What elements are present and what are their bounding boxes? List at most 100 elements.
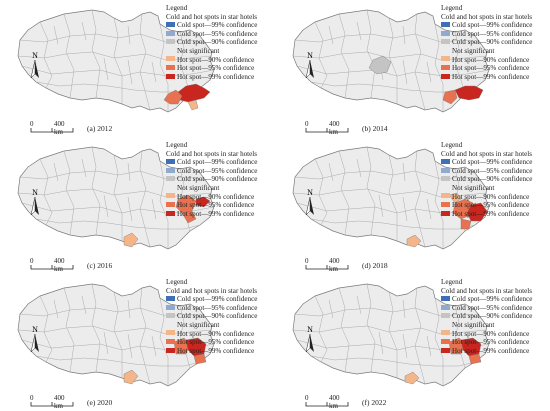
panel-caption: (f) 2022	[362, 398, 387, 407]
legend-item-hot-95: Hot spot—95% confidence	[441, 201, 532, 210]
hot-spot-95	[163, 89, 183, 105]
legend-swatch	[441, 202, 450, 208]
legend-swatch	[166, 313, 175, 319]
cold-spot-90	[368, 55, 392, 75]
legend-item-hot-90: Hot spot—90% confidence	[166, 193, 257, 202]
hot-spot-95b	[193, 353, 207, 365]
panel-caption: (a) 2012	[87, 124, 113, 133]
legend-item-hot-99: Hot spot—99% confidence	[166, 210, 257, 219]
legend-swatch	[441, 167, 450, 173]
legend-title: Cold and hot spots in star hotels	[441, 12, 533, 21]
scale-bar: 0 400 km	[30, 257, 74, 273]
legend-item-hot-99: Hot spot—99% confidence	[441, 73, 532, 82]
legend-swatch	[166, 30, 175, 36]
legend: Legend Cold and hot spots in star hotels…	[166, 278, 257, 355]
hot-spot-90b	[448, 192, 462, 204]
hot-spot-90	[123, 232, 139, 248]
hot-spot-99	[177, 83, 211, 103]
legend-item-cold-95: Cold spot—95% confidence	[441, 304, 532, 313]
legend: Legend Cold and hot spots in star hotels…	[441, 278, 532, 355]
legend-item-not-significant: Not significant	[441, 184, 532, 193]
legend-heading: Legend	[441, 4, 463, 12]
north-arrow-icon: N	[24, 324, 46, 358]
north-arrow-icon: N	[24, 187, 46, 221]
map-2022	[275, 274, 550, 411]
scale-bar: 0 400 km	[30, 394, 74, 410]
legend-swatch	[166, 322, 175, 327]
legend: Legend Cold and hot spots in star hotels…	[441, 4, 532, 81]
hot-spot-95b	[181, 210, 197, 224]
legend-swatch	[166, 56, 175, 62]
legend-swatch	[441, 304, 450, 310]
scale-zero: 0	[30, 257, 34, 265]
svg-text:N: N	[32, 51, 38, 60]
legend-item-hot-90: Hot spot—90% confidence	[441, 193, 532, 202]
legend-item-hot-95: Hot spot—95% confidence	[166, 64, 257, 73]
legend-item-not-significant: Not significant	[441, 47, 532, 56]
scale-zero: 0	[30, 394, 34, 402]
legend-item-cold-90: Cold spot—90% confidence	[166, 175, 257, 184]
legend-swatch	[166, 330, 175, 336]
legend-item-hot-99: Hot spot—99% confidence	[441, 210, 532, 219]
map-panel-2016: N 0 400 km (c) 2016 Legend Cold and hot …	[0, 137, 275, 274]
legend-swatch	[166, 202, 175, 208]
hot-spot-95b	[460, 218, 472, 230]
map-panel-2022: N 0 400 km (f) 2022 Legend Cold and hot …	[275, 274, 550, 411]
legend: Legend Cold and hot spots in star hotels…	[166, 4, 257, 81]
legend-swatch	[166, 185, 175, 190]
map-panel-2012: N 0 400 km (a) 2012 Legend Cold and hot …	[0, 0, 275, 137]
legend-swatch	[441, 176, 450, 182]
north-arrow-icon: N	[299, 187, 321, 221]
scale-bar: 0 400 km	[305, 120, 349, 136]
legend-item-not-significant: Not significant	[166, 47, 257, 56]
legend-swatch	[166, 339, 175, 345]
legend-item-cold-90: Cold spot—90% confidence	[441, 312, 532, 321]
hot-spot-90	[406, 234, 422, 248]
legend-swatch	[441, 22, 450, 28]
legend: Legend Cold and hot spots in star hotels…	[166, 141, 257, 218]
panel-caption: (e) 2020	[87, 398, 113, 407]
map-panel-2018: N 0 400 km (d) 2018 Legend Cold and hot …	[275, 137, 550, 274]
scale-bar: 0 400 km	[30, 120, 74, 136]
legend-item-hot-90: Hot spot—90% confidence	[166, 330, 257, 339]
legend-swatch	[441, 193, 450, 199]
legend-swatch	[166, 347, 175, 353]
legend-item-cold-95: Cold spot—95% confidence	[166, 304, 257, 313]
legend-swatch	[441, 48, 450, 53]
legend-item-not-significant: Not significant	[166, 184, 257, 193]
legend-swatch	[441, 296, 450, 302]
hot-spot-95b	[468, 353, 482, 365]
legend-title: Cold and hot spots in star hotels	[441, 286, 533, 295]
map-2018	[275, 137, 550, 274]
legend-heading: Legend	[441, 141, 463, 149]
legend-swatch	[441, 30, 450, 36]
legend-swatch	[166, 304, 175, 310]
legend-heading: Legend	[441, 278, 463, 286]
legend-title: Cold and hot spots in star hotels	[441, 149, 533, 158]
svg-text:N: N	[307, 51, 313, 60]
legend-swatch	[166, 65, 175, 71]
legend-swatch	[441, 330, 450, 336]
svg-text:N: N	[32, 325, 38, 334]
legend-swatch	[441, 73, 450, 79]
legend-swatch	[166, 193, 175, 199]
scale-zero: 0	[305, 257, 309, 265]
legend-swatch	[166, 22, 175, 28]
north-arrow-icon: N	[299, 324, 321, 358]
map-2012	[0, 0, 275, 137]
legend-swatch	[441, 39, 450, 45]
legend-item-cold-95: Cold spot—95% confidence	[441, 167, 532, 176]
legend-item-hot-99: Hot spot—99% confidence	[166, 347, 257, 356]
scale-bar: 0 400 km	[305, 394, 349, 410]
legend-item-hot-99: Hot spot—99% confidence	[441, 347, 532, 356]
legend-heading: Legend	[166, 278, 188, 286]
legend-title: Cold and hot spots in star hotels	[166, 149, 258, 158]
hot-spot-99	[195, 196, 211, 208]
legend-swatch	[441, 347, 450, 353]
legend-heading: Legend	[166, 4, 188, 12]
legend-item-hot-99: Hot spot—99% confidence	[166, 73, 257, 82]
legend-swatch	[166, 210, 175, 216]
legend-item-cold-99: Cold spot—99% confidence	[166, 21, 257, 30]
legend-item-hot-95: Hot spot—95% confidence	[441, 338, 532, 347]
legend-item-cold-95: Cold spot—95% confidence	[166, 167, 257, 176]
